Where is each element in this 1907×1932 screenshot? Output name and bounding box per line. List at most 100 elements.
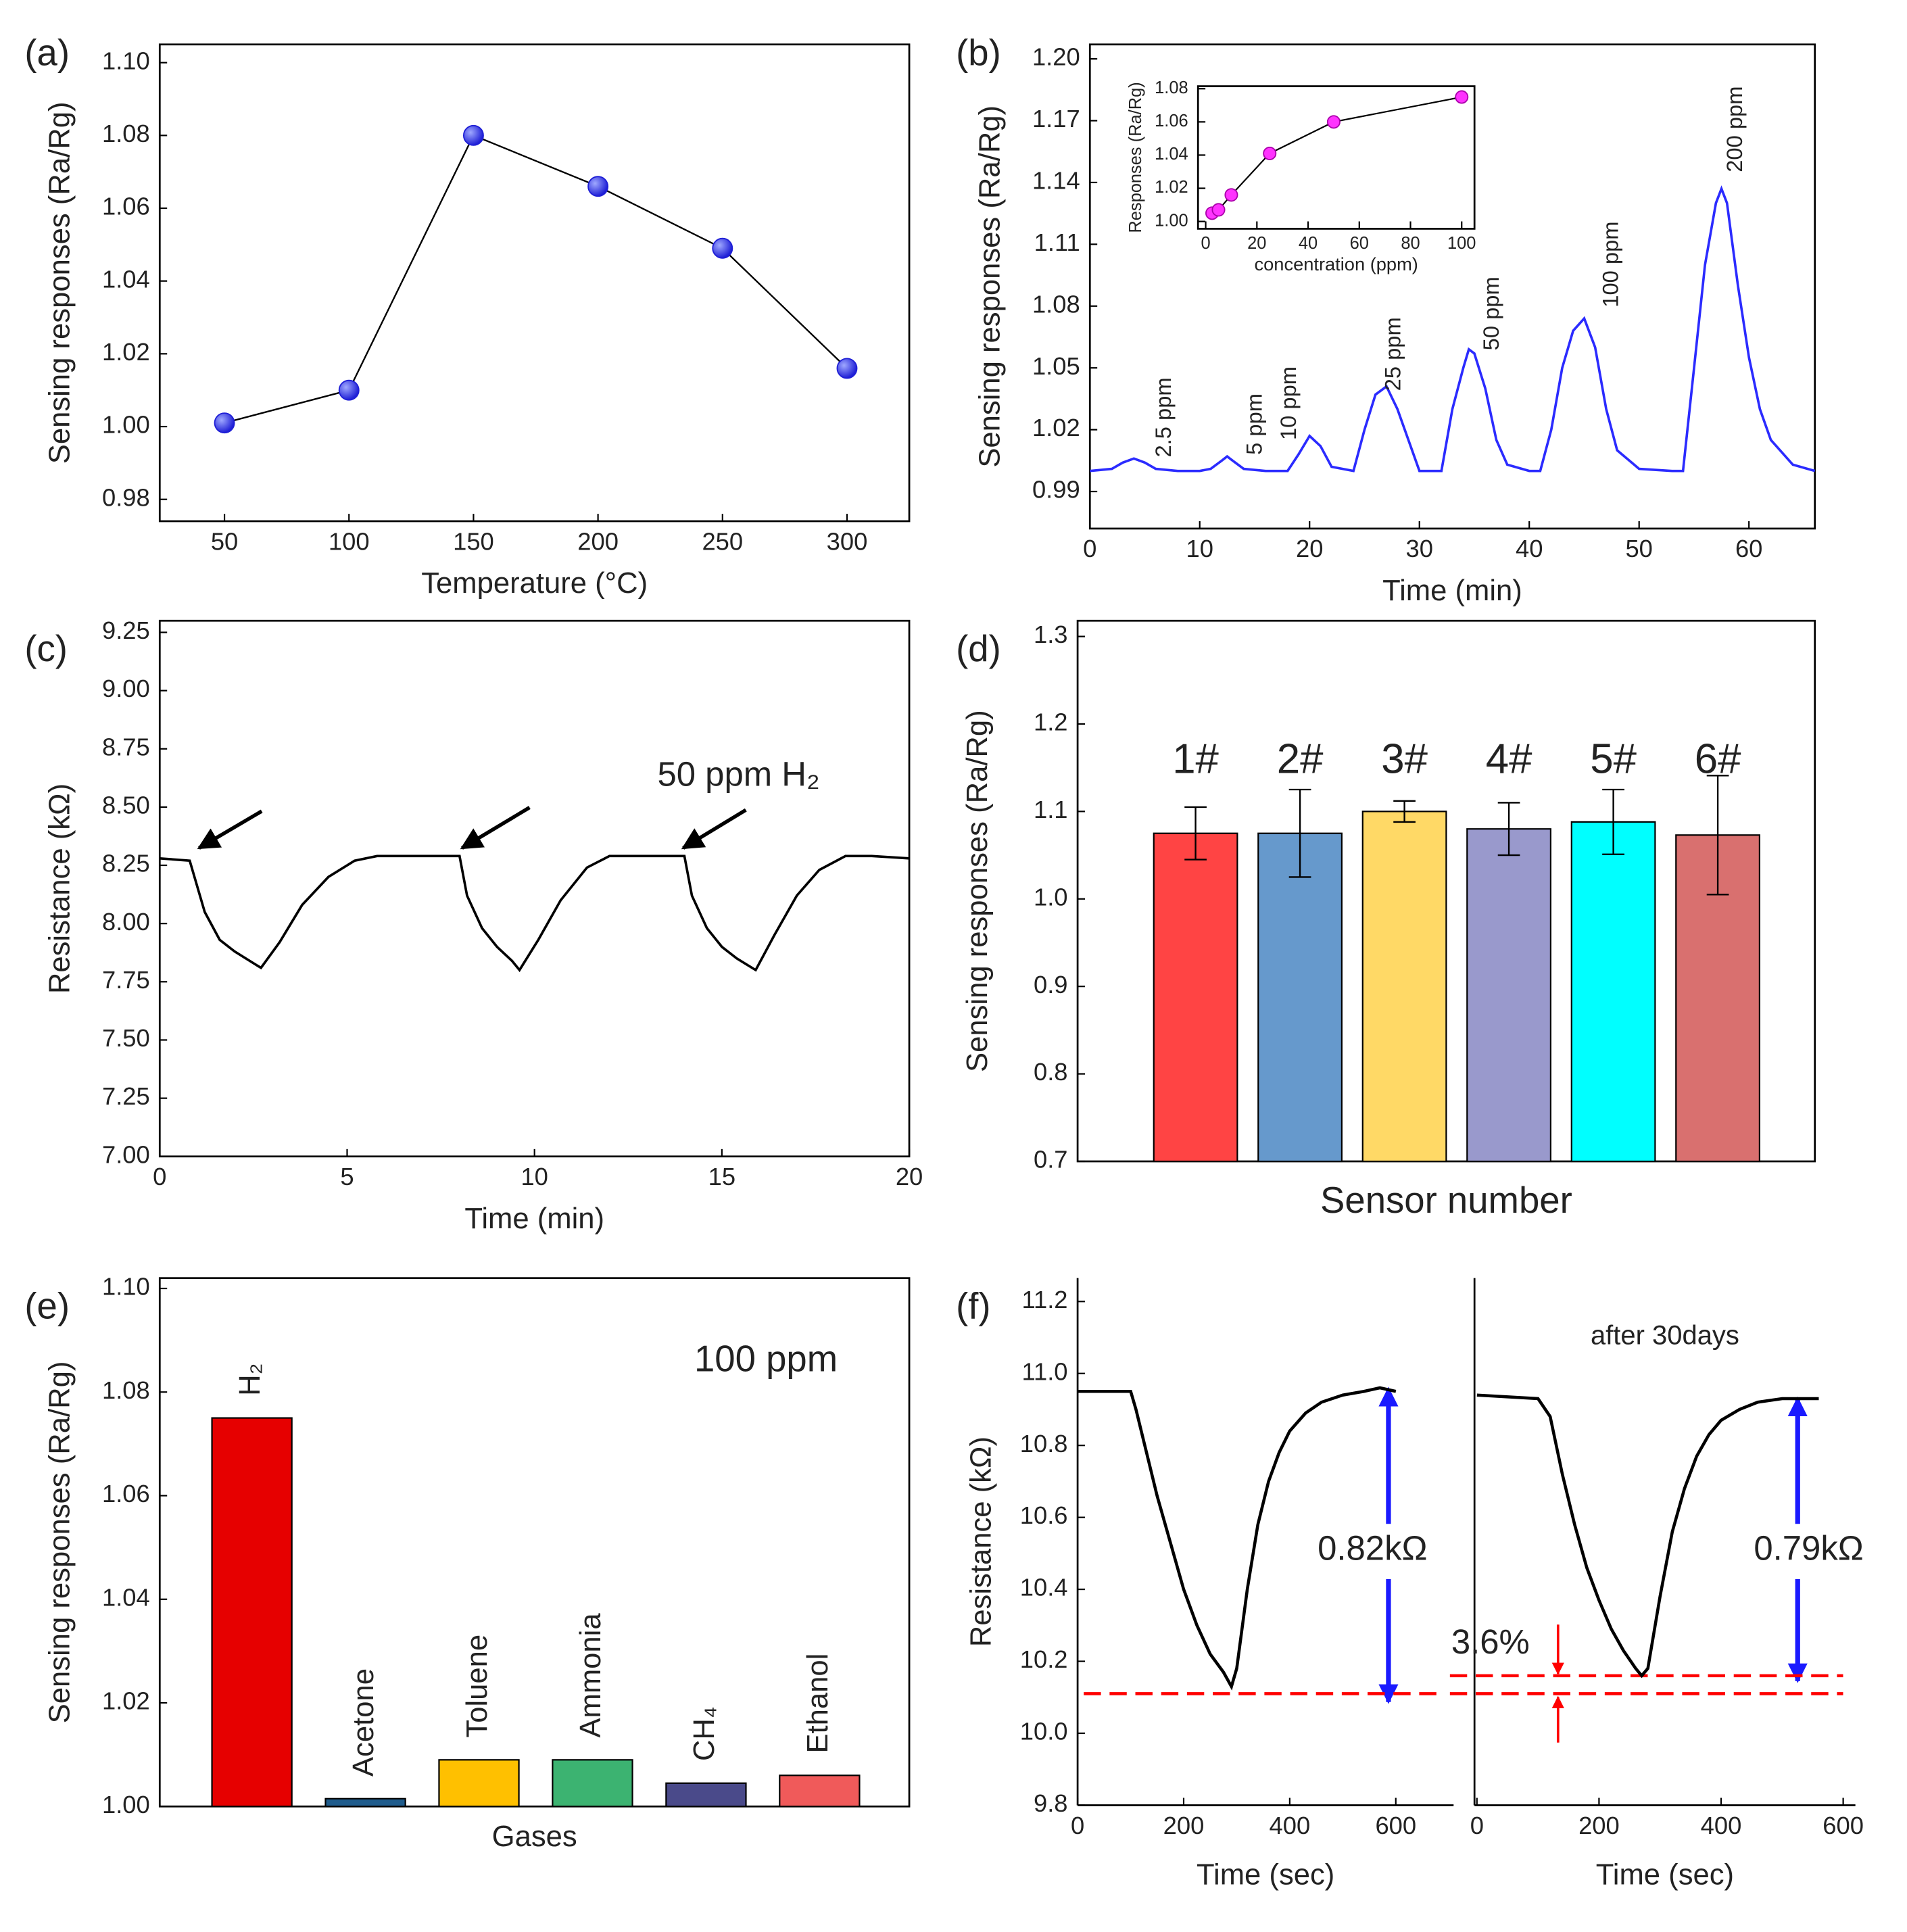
inset-point xyxy=(1326,115,1341,129)
arrow xyxy=(197,809,263,850)
data-point xyxy=(587,176,609,197)
y-tick-label: 8.00 xyxy=(102,908,150,936)
panel-label: (b) xyxy=(956,32,1001,74)
x-tick-label: 0 xyxy=(1071,1812,1084,1839)
x-tick-label: 150 xyxy=(453,527,494,555)
x-tick-label: 600 xyxy=(1375,1812,1416,1839)
x-tick-label: 40 xyxy=(1299,234,1318,253)
plot-frame xyxy=(158,1277,911,1808)
x-axis-label: Sensor number xyxy=(1320,1180,1572,1221)
error-bar xyxy=(1393,800,1416,823)
y-tick-label: 1.04 xyxy=(102,1583,150,1611)
y-tick-label: 9.25 xyxy=(102,617,150,644)
y-tick-label: 1.2 xyxy=(1034,708,1068,736)
annotation: 100 ppm xyxy=(694,1338,838,1380)
x-tick-label: 100 xyxy=(329,527,370,555)
annotation: 5 ppm xyxy=(1241,393,1266,455)
x-tick-label: 400 xyxy=(1270,1812,1311,1839)
annotation: 100 ppm xyxy=(1597,221,1622,307)
annotation: 2.5 ppm xyxy=(1151,377,1176,457)
y-axis-label: Resistance (kΩ) xyxy=(965,1436,998,1647)
x-tick-label: 0 xyxy=(1201,234,1210,253)
bar xyxy=(438,1759,520,1808)
y-tick-label: 1.08 xyxy=(1155,78,1188,97)
category-label: 4# xyxy=(1486,736,1532,783)
data-line xyxy=(1090,185,1816,473)
y-tick-label: 10.0 xyxy=(1020,1718,1068,1745)
bar xyxy=(552,1759,633,1808)
annotation: 50 ppm xyxy=(1478,276,1503,350)
bar xyxy=(324,1797,406,1808)
x-axis-label: Time (sec) xyxy=(1197,1858,1334,1891)
category-label: H₂ xyxy=(234,1363,266,1395)
y-tick-label: 7.50 xyxy=(102,1024,150,1052)
y-tick-label: 7.00 xyxy=(102,1140,150,1168)
plot-frame xyxy=(158,619,911,1158)
y-tick-label: 8.25 xyxy=(102,850,150,877)
y-tick-label: 1.00 xyxy=(1155,211,1188,230)
error-bar xyxy=(1184,806,1207,861)
bar xyxy=(779,1774,861,1808)
bar xyxy=(211,1417,293,1808)
y-axis-label: Sensing responses (Ra/Rg) xyxy=(961,710,994,1072)
bar xyxy=(1570,821,1656,1163)
y-tick-label: 1.05 xyxy=(1032,352,1080,380)
x-tick-label: 600 xyxy=(1822,1812,1864,1839)
y-tick-label: 0.7 xyxy=(1034,1146,1068,1174)
arrow xyxy=(460,806,531,850)
y-tick-label: 7.75 xyxy=(102,966,150,994)
y-tick-label: 0.8 xyxy=(1034,1058,1068,1086)
y-axis-label: Sensing responses (Ra/Rg) xyxy=(973,105,1006,468)
annotation: 0.79kΩ xyxy=(1754,1529,1864,1568)
x-tick-label: 400 xyxy=(1701,1812,1742,1839)
y-tick-label: 1.06 xyxy=(102,193,150,220)
x-tick-label: 80 xyxy=(1401,234,1420,253)
y-tick-label: 1.10 xyxy=(102,47,150,74)
annotation: 0.82kΩ xyxy=(1318,1529,1428,1568)
y-tick-label: 1.00 xyxy=(102,411,150,439)
x-tick-label: 10 xyxy=(1186,535,1213,562)
y-tick-label: 8.50 xyxy=(102,791,150,819)
inset-x-label: concentration (ppm) xyxy=(1255,253,1418,274)
x-tick-label: 10 xyxy=(521,1163,548,1190)
x-axis-label: Time (min) xyxy=(1382,575,1522,607)
y-tick-label: 1.17 xyxy=(1032,105,1080,132)
category-label: Toluene xyxy=(461,1635,493,1738)
data-point xyxy=(214,412,235,434)
x-axis-label: Temperature (°C) xyxy=(421,567,648,600)
x-axis-label: Time (sec) xyxy=(1596,1858,1734,1891)
y-tick-label: 1.02 xyxy=(1032,414,1080,441)
x-tick-label: 100 xyxy=(1447,234,1476,253)
category-label: 6# xyxy=(1695,736,1741,783)
y-tick-label: 1.00 xyxy=(102,1791,150,1818)
y-tick-label: 9.8 xyxy=(1034,1789,1068,1817)
x-tick-label: 5 xyxy=(340,1163,354,1190)
category-label: 5# xyxy=(1590,736,1637,783)
y-tick-label: 1.14 xyxy=(1032,167,1080,195)
arrows-f xyxy=(1378,1386,1808,1743)
bar xyxy=(1361,811,1447,1163)
x-tick-label: 200 xyxy=(577,527,619,555)
data-point xyxy=(338,379,360,401)
y-tick-label: 1.04 xyxy=(1155,145,1188,164)
panel-label: (d) xyxy=(956,628,1001,669)
x-tick-label: 15 xyxy=(708,1163,735,1190)
arrows-c xyxy=(197,806,747,850)
panel-label: (a) xyxy=(24,32,70,74)
x-tick-label: 0 xyxy=(1083,535,1096,562)
error-bar xyxy=(1497,802,1520,856)
y-tick-label: 10.4 xyxy=(1020,1574,1068,1601)
y-tick-label: 1.04 xyxy=(102,265,150,293)
y-tick-label: 0.9 xyxy=(1034,971,1068,998)
annotation: 50 ppm H₂ xyxy=(657,755,819,794)
y-tick-label: 1.10 xyxy=(102,1273,150,1301)
data-line xyxy=(160,854,910,973)
plot-frame xyxy=(1197,85,1476,230)
y-tick-label: 1.3 xyxy=(1034,621,1068,648)
panel-label: (e) xyxy=(24,1286,70,1327)
x-tick-label: 250 xyxy=(702,527,743,555)
y-tick-label: 1.02 xyxy=(1155,178,1188,197)
annotation: 10 ppm xyxy=(1276,366,1301,440)
data-point xyxy=(462,124,484,146)
